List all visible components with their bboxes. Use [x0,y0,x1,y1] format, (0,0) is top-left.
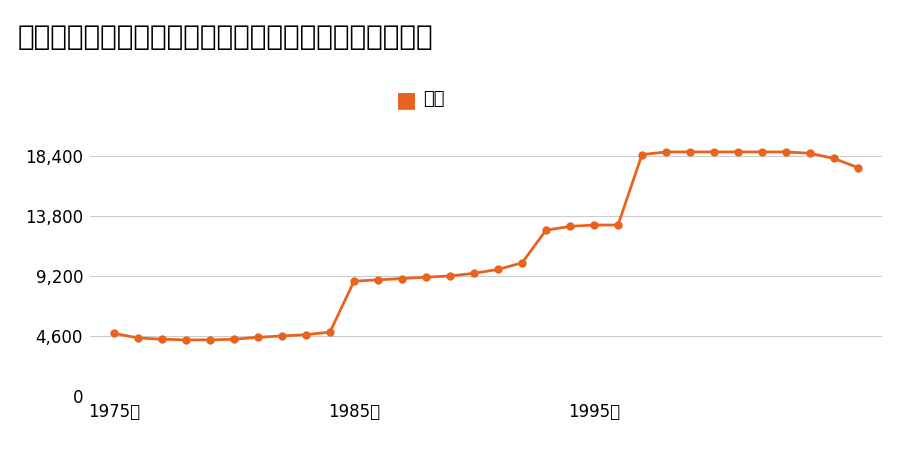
Text: 三重県桑名郡多度町大字胱江字村西４１番２の地価推移: 三重県桑名郡多度町大字胱江字村西４１番２の地価推移 [18,22,434,50]
Text: ■: ■ [396,90,417,110]
Text: 価格: 価格 [423,90,445,108]
